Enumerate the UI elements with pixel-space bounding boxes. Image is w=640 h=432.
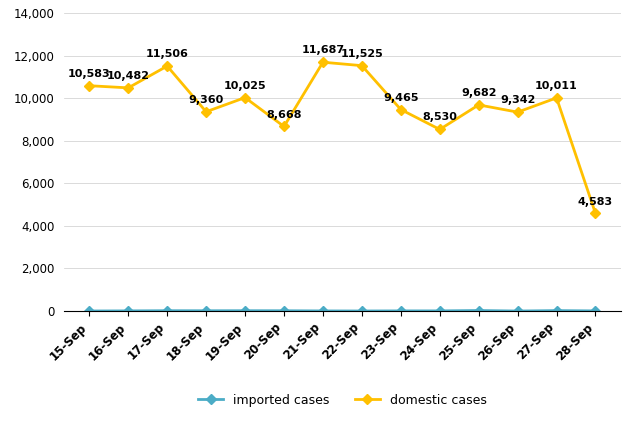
Text: 4,583: 4,583 <box>578 197 613 206</box>
imported cases <box>202 308 210 313</box>
imported cases <box>280 308 288 313</box>
domestic cases <box>514 110 522 115</box>
Line: domestic cases: domestic cases <box>86 59 599 217</box>
Text: 11,506: 11,506 <box>146 49 189 59</box>
Text: 11,525: 11,525 <box>340 49 383 59</box>
imported cases <box>86 308 93 314</box>
domestic cases <box>163 64 171 69</box>
Text: 9,360: 9,360 <box>189 95 224 105</box>
imported cases <box>591 308 599 314</box>
imported cases <box>124 308 132 314</box>
imported cases <box>436 308 444 314</box>
imported cases <box>163 308 171 313</box>
domestic cases <box>124 85 132 90</box>
domestic cases <box>202 109 210 114</box>
Text: 10,025: 10,025 <box>224 81 266 91</box>
domestic cases <box>591 211 599 216</box>
domestic cases <box>397 107 404 112</box>
domestic cases <box>553 95 561 101</box>
Legend: imported cases, domestic cases: imported cases, domestic cases <box>193 389 492 412</box>
Text: 9,342: 9,342 <box>500 95 535 105</box>
imported cases <box>553 308 561 313</box>
imported cases <box>397 308 404 314</box>
domestic cases <box>436 127 444 132</box>
domestic cases <box>358 63 365 68</box>
Text: 10,583: 10,583 <box>68 69 111 79</box>
imported cases <box>358 308 365 314</box>
domestic cases <box>319 60 327 65</box>
Text: 11,687: 11,687 <box>301 45 344 55</box>
Text: 10,482: 10,482 <box>107 71 150 81</box>
imported cases <box>514 308 522 314</box>
domestic cases <box>241 95 249 100</box>
domestic cases <box>475 102 483 108</box>
domestic cases <box>280 124 288 129</box>
imported cases <box>475 308 483 313</box>
Line: imported cases: imported cases <box>86 307 599 314</box>
Text: 9,465: 9,465 <box>383 92 419 102</box>
Text: 10,011: 10,011 <box>535 81 578 91</box>
domestic cases <box>86 83 93 88</box>
Text: 9,682: 9,682 <box>461 88 497 98</box>
imported cases <box>241 308 249 313</box>
Text: 8,530: 8,530 <box>422 112 457 123</box>
imported cases <box>319 308 327 314</box>
Text: 8,668: 8,668 <box>266 110 301 120</box>
